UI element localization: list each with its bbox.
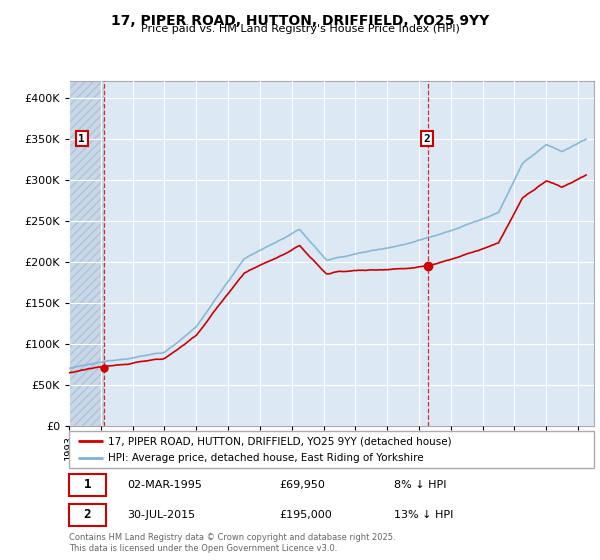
Text: 8% ↓ HPI: 8% ↓ HPI <box>395 480 447 490</box>
Text: 02-MAR-1995: 02-MAR-1995 <box>127 480 202 490</box>
Text: 1: 1 <box>79 134 85 143</box>
Text: HPI: Average price, detached house, East Riding of Yorkshire: HPI: Average price, detached house, East… <box>109 453 424 463</box>
Text: £195,000: £195,000 <box>279 510 332 520</box>
Text: Contains HM Land Registry data © Crown copyright and database right 2025.
This d: Contains HM Land Registry data © Crown c… <box>69 533 395 553</box>
Text: Price paid vs. HM Land Registry's House Price Index (HPI): Price paid vs. HM Land Registry's House … <box>140 24 460 34</box>
FancyBboxPatch shape <box>69 431 594 468</box>
Text: £69,950: £69,950 <box>279 480 325 490</box>
Text: 2: 2 <box>83 508 91 521</box>
FancyBboxPatch shape <box>69 474 106 496</box>
Bar <box>69 81 104 426</box>
Bar <box>69 81 104 426</box>
FancyBboxPatch shape <box>69 504 106 526</box>
Text: 2: 2 <box>424 134 430 143</box>
Text: 1: 1 <box>83 478 91 491</box>
Text: 30-JUL-2015: 30-JUL-2015 <box>127 510 195 520</box>
Text: 17, PIPER ROAD, HUTTON, DRIFFIELD, YO25 9YY: 17, PIPER ROAD, HUTTON, DRIFFIELD, YO25 … <box>111 14 489 28</box>
Text: 13% ↓ HPI: 13% ↓ HPI <box>395 510 454 520</box>
Text: 17, PIPER ROAD, HUTTON, DRIFFIELD, YO25 9YY (detached house): 17, PIPER ROAD, HUTTON, DRIFFIELD, YO25 … <box>109 436 452 446</box>
